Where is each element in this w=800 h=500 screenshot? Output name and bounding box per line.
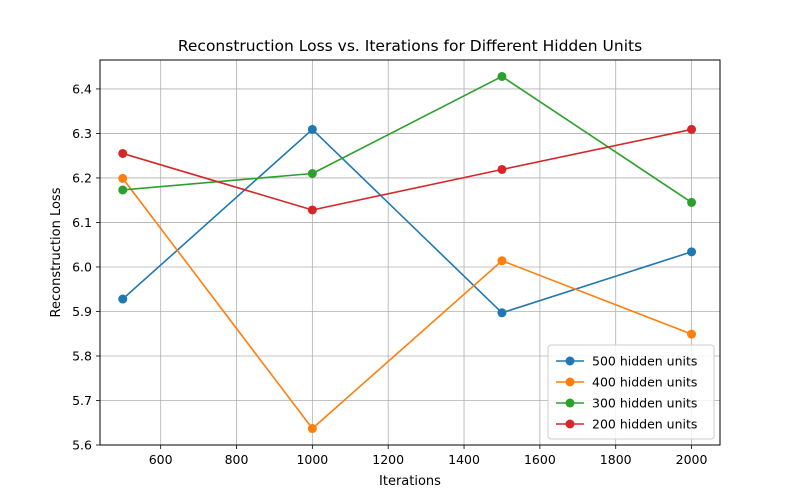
x-tick-label: 1000 xyxy=(296,452,328,467)
data-point xyxy=(307,205,317,215)
series-1 xyxy=(118,124,697,318)
legend-label: 400 hidden units xyxy=(592,375,697,390)
data-point xyxy=(497,256,507,266)
legend-marker xyxy=(565,377,575,387)
y-tick-label: 5.8 xyxy=(72,348,92,363)
legend-marker xyxy=(565,356,575,366)
x-tick-label: 800 xyxy=(225,452,249,467)
data-point xyxy=(118,294,128,304)
legend: 500 hidden units 400 hidden units 300 hidd… xyxy=(547,344,715,440)
data-point xyxy=(687,197,697,207)
legend-box xyxy=(547,344,715,440)
y-tick-label: 6.4 xyxy=(72,81,92,96)
series-4 xyxy=(118,124,697,215)
plot-frame xyxy=(99,59,721,446)
x-tick-label: 600 xyxy=(149,452,173,467)
legend-marker xyxy=(565,398,575,408)
y-axis-title: Reconstruction Loss xyxy=(49,187,64,317)
data-point xyxy=(687,329,697,339)
y-tick-label: 6.1 xyxy=(72,215,92,230)
legend-label: 300 hidden units xyxy=(592,396,697,411)
data-point xyxy=(307,424,317,434)
x-tick-label: 1400 xyxy=(448,452,480,467)
series-line xyxy=(122,177,692,430)
legend-item: 500 hidden units xyxy=(556,354,697,369)
series-line xyxy=(122,128,692,314)
x-tick-label: 2000 xyxy=(676,452,708,467)
legend-item: 200 hidden units xyxy=(556,417,697,432)
axis-ticks: 600 800 1000 1200 1400 1600 1800 2000 5.6 5.7 5.8 5… xyxy=(72,81,707,467)
data-point xyxy=(497,308,507,318)
y-tick-label: 6.3 xyxy=(72,126,92,141)
data-point xyxy=(118,173,128,183)
legend-marker xyxy=(565,419,575,429)
legend-item: 300 hidden units xyxy=(556,396,697,411)
legend-label: 500 hidden units xyxy=(592,354,697,369)
y-tick-label: 6.0 xyxy=(72,259,92,274)
legend-item: 400 hidden units xyxy=(556,375,697,390)
series-layer xyxy=(118,71,697,434)
data-point xyxy=(687,124,697,134)
y-tick-label: 6.2 xyxy=(72,170,92,185)
y-tick-label: 5.6 xyxy=(72,438,92,453)
y-tick-label: 5.9 xyxy=(72,304,92,319)
series-2 xyxy=(118,173,697,434)
data-point xyxy=(497,164,507,174)
chart-title: Reconstruction Loss vs. Iterations for D… xyxy=(178,37,642,55)
legend-label: 200 hidden units xyxy=(592,417,697,432)
y-tick-label: 5.7 xyxy=(72,393,92,408)
data-point xyxy=(307,168,317,178)
x-tick-label: 1600 xyxy=(524,452,556,467)
x-tick-label: 1800 xyxy=(600,452,632,467)
x-axis-title: Iterations xyxy=(379,474,441,489)
data-point xyxy=(497,71,507,81)
x-tick-label: 1200 xyxy=(372,452,404,467)
data-point xyxy=(118,185,128,195)
data-point xyxy=(307,124,317,134)
data-point xyxy=(687,247,697,257)
data-point xyxy=(118,148,128,158)
series-line xyxy=(122,128,692,211)
